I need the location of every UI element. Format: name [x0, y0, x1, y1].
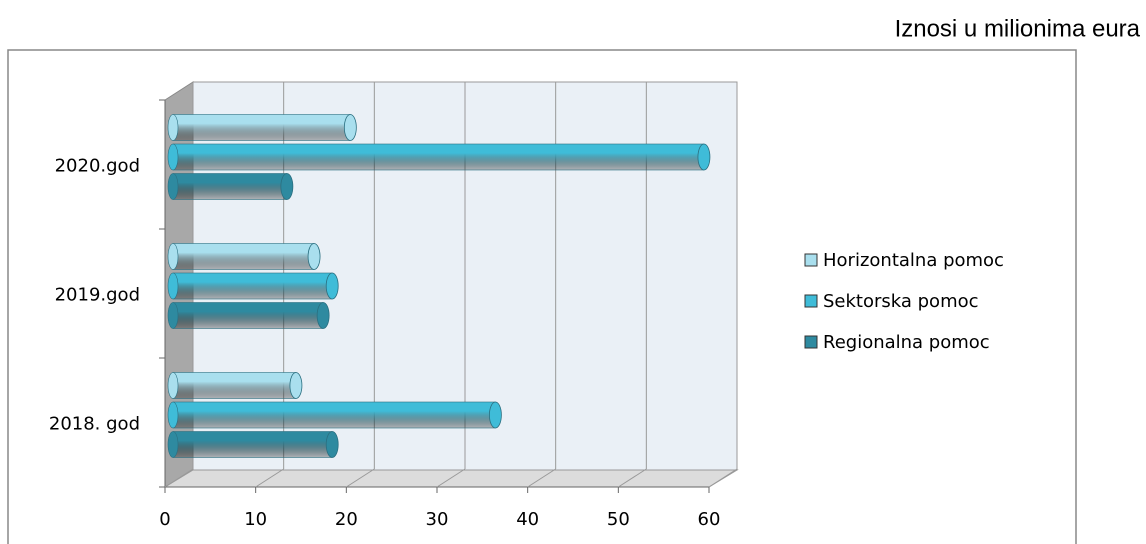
bar	[172, 302, 324, 329]
floor-grid-line	[164, 468, 194, 488]
y-tick-label: 2018. god	[49, 414, 140, 435]
bar-cap	[307, 243, 321, 270]
bar	[172, 431, 333, 458]
y-tick-label: 2020.god	[55, 156, 140, 177]
bar-cap	[325, 272, 339, 300]
x-tick-label: 60	[698, 509, 721, 530]
bar-start	[167, 243, 179, 270]
bar-cap	[488, 401, 502, 429]
x-tick-label: 40	[516, 509, 539, 530]
floor-grid-line	[618, 468, 647, 488]
bar-start	[167, 272, 179, 300]
legend-label: Horizontalna pomoc	[823, 250, 1004, 271]
x-tick-label: 20	[335, 509, 358, 530]
bar-cap	[289, 372, 303, 399]
bar-start	[167, 401, 179, 429]
bar	[172, 143, 705, 171]
floor-grid-line	[346, 468, 375, 488]
bar-cap	[325, 431, 339, 458]
floor-grid-line	[708, 468, 738, 488]
legend-label: Regionalna pomoc	[823, 332, 990, 353]
bar-start	[167, 143, 179, 171]
x-tick-label: 0	[159, 509, 170, 530]
bar-cap	[280, 173, 294, 200]
chart-title: Iznosi u milionima eura	[895, 15, 1141, 42]
floor-grid-line	[527, 468, 556, 488]
x-tick-label: 50	[607, 509, 630, 530]
bar	[172, 173, 288, 200]
bar	[172, 372, 297, 399]
floor-grid-line	[255, 468, 284, 488]
bar-start	[167, 431, 179, 458]
floor-grid-line	[436, 468, 466, 488]
legend-swatch	[804, 253, 818, 267]
bar-cap	[343, 114, 357, 141]
bar-cap	[697, 143, 711, 171]
bar-start	[167, 173, 179, 200]
bar	[172, 114, 351, 141]
legend-swatch	[804, 335, 818, 349]
x-tick-label: 10	[244, 509, 267, 530]
legend-swatch	[804, 294, 818, 308]
bar	[172, 272, 333, 300]
x-tick-label: 30	[426, 509, 449, 530]
bar-start	[167, 114, 179, 141]
bar-start	[167, 302, 179, 329]
chart-border	[7, 49, 1077, 544]
bar	[172, 401, 496, 429]
bar-cap	[316, 302, 330, 329]
legend-label: Sektorska pomoc	[823, 291, 979, 312]
y-tick-label: 2019.god	[55, 285, 140, 306]
bar	[172, 243, 315, 270]
bar-start	[167, 372, 179, 399]
